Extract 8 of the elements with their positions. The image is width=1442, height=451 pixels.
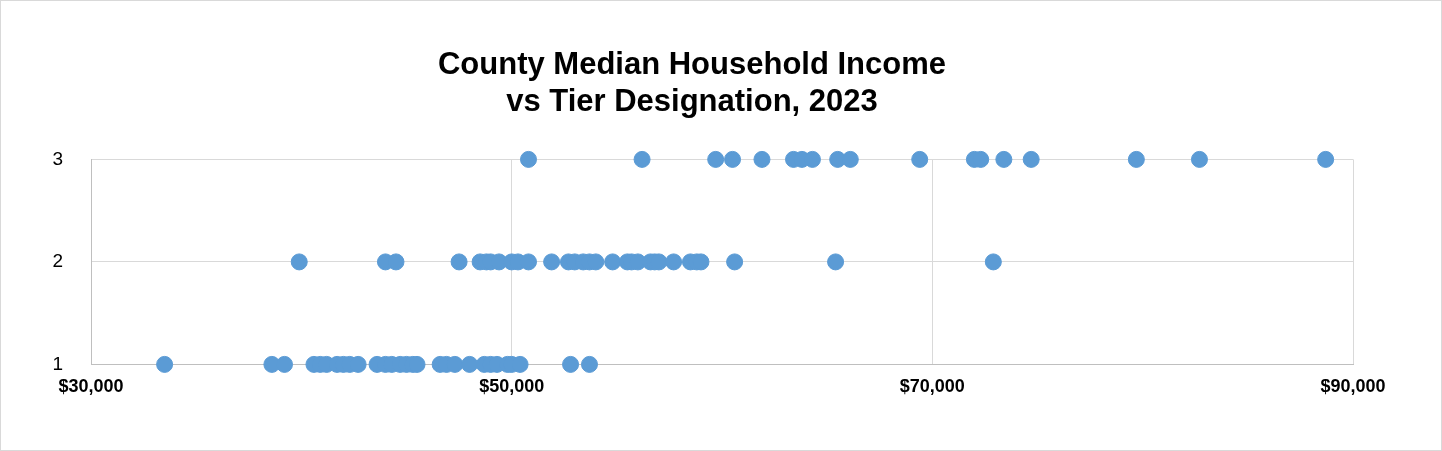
y-tick-label: 3 xyxy=(52,147,63,169)
x-tick-label: $50,000 xyxy=(479,376,545,397)
x-tick-label: $30,000 xyxy=(58,376,124,397)
x-tick-label: $90,000 xyxy=(1320,376,1386,397)
chart-title: County Median Household Income vs Tier Designation, 2023 xyxy=(437,46,947,119)
y-tick-label: 1 xyxy=(52,352,63,374)
x-tick-label: $70,000 xyxy=(899,376,965,397)
y-tick-label: 2 xyxy=(52,250,63,272)
